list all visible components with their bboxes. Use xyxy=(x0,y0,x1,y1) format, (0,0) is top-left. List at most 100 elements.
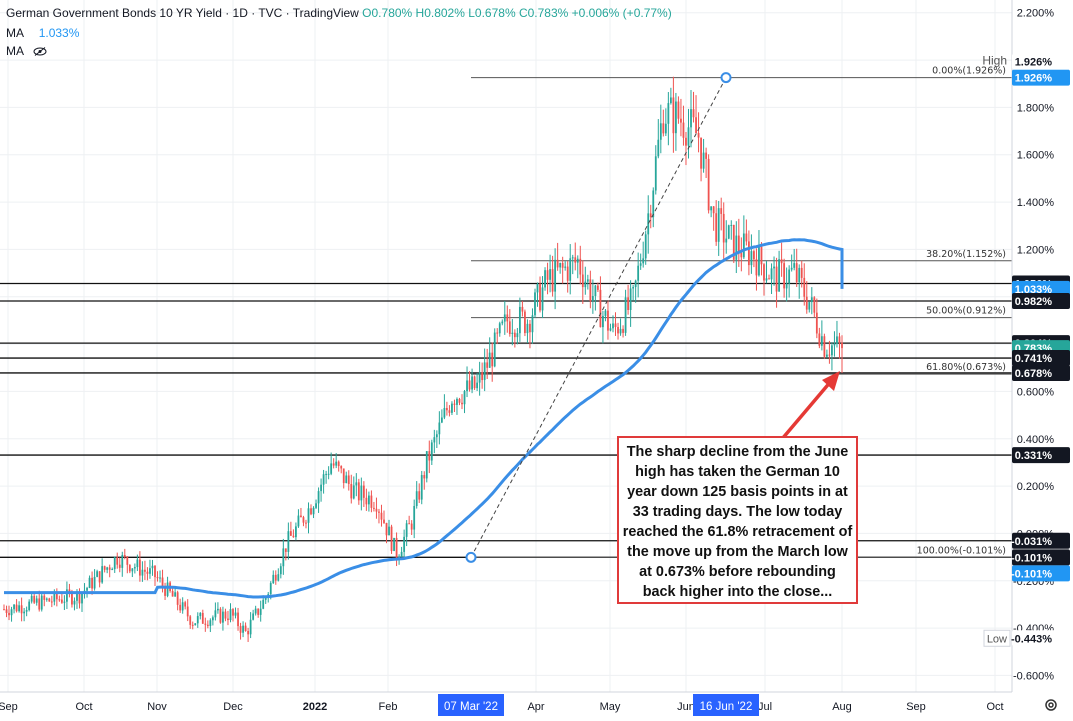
candle-body xyxy=(742,233,745,258)
candle-body xyxy=(680,118,682,123)
candle-body xyxy=(144,569,146,572)
candle-body xyxy=(360,485,363,501)
time-tick-label: Oct xyxy=(75,701,92,713)
candle-body xyxy=(430,442,433,461)
candle-body xyxy=(659,123,662,140)
candle-body xyxy=(697,133,700,138)
candle-body xyxy=(700,137,702,169)
candle-body xyxy=(727,225,730,239)
candle-body xyxy=(725,238,728,243)
candle-body xyxy=(337,461,340,467)
candle-body xyxy=(388,526,390,536)
time-marker-label: 07 Mar '22 xyxy=(444,701,498,713)
candle-body xyxy=(357,482,360,501)
candle-body xyxy=(352,485,355,499)
low-label: Low xyxy=(987,633,1007,645)
candle-body xyxy=(768,278,770,280)
candle-body xyxy=(315,503,317,508)
price-label-text: -0.101% xyxy=(1011,552,1052,564)
time-axis-bg xyxy=(0,692,1073,721)
candle-body xyxy=(184,602,187,607)
candle-body xyxy=(634,280,637,288)
settings-gear-icon[interactable] xyxy=(1043,697,1059,713)
price-label-text: 1.033% xyxy=(1015,284,1053,296)
candle-body xyxy=(370,495,373,508)
swing-low-point[interactable] xyxy=(465,551,477,563)
candle-body xyxy=(524,311,526,334)
candle-body xyxy=(45,598,48,600)
price-label-text: -0.443% xyxy=(1011,633,1052,645)
legend-ma-row[interactable]: MA 1.033% xyxy=(6,26,79,40)
candle-body xyxy=(332,463,335,466)
time-tick-label: Jun xyxy=(677,701,695,713)
candle-body xyxy=(33,595,36,603)
candle-body xyxy=(574,257,577,263)
candle-body xyxy=(632,287,635,289)
candle-body xyxy=(15,604,18,612)
candle-body xyxy=(297,515,300,527)
candle-body xyxy=(493,332,496,367)
candle-body xyxy=(576,258,579,263)
candle-body xyxy=(531,315,534,333)
candle-body xyxy=(282,548,285,567)
candle-body xyxy=(355,482,358,486)
candle-body xyxy=(410,523,413,530)
candle-body xyxy=(63,601,66,603)
candle-body xyxy=(775,266,778,292)
legend-ma2-row[interactable]: MA xyxy=(6,44,47,58)
time-axis[interactable]: Sep Oct Nov Dec 2022 Feb Apr May Jun Jul Aug Sep Oct… xyxy=(0,691,1073,721)
candle-body xyxy=(239,626,242,633)
candle-body xyxy=(800,267,803,278)
time-tick-label: Sep xyxy=(0,701,18,713)
candle-body xyxy=(516,333,519,338)
candle-body xyxy=(758,244,760,276)
candle-body xyxy=(232,609,234,616)
candle-body xyxy=(448,410,451,413)
candle-body xyxy=(300,515,302,518)
candle-body xyxy=(690,109,692,128)
candle-body xyxy=(544,270,546,288)
candle-body xyxy=(204,623,207,625)
candle-body xyxy=(50,601,53,603)
time-tick-label: Apr xyxy=(527,701,544,713)
candle-body xyxy=(116,557,119,565)
candle-body xyxy=(307,508,310,523)
candle-body xyxy=(159,577,161,579)
candle-body xyxy=(828,354,831,356)
candle-body xyxy=(780,259,783,264)
chart-title: German Government Bonds 10 YR Yield · 1D… xyxy=(6,6,359,20)
candle-body xyxy=(740,252,743,258)
candle-body xyxy=(378,511,380,513)
candle-body xyxy=(312,507,315,515)
candle-body xyxy=(405,523,408,537)
candle-body xyxy=(826,354,828,357)
candle-body xyxy=(222,611,224,623)
candle-body xyxy=(86,587,88,591)
candle-body xyxy=(833,343,836,346)
candle-body xyxy=(667,103,670,124)
candle-body xyxy=(710,206,713,211)
candle-body xyxy=(393,537,395,551)
candle-body xyxy=(730,224,733,226)
candle-body xyxy=(735,235,738,260)
candle-body xyxy=(317,491,320,504)
candle-body xyxy=(342,468,345,484)
candle-body xyxy=(322,474,325,485)
eye-slash-icon[interactable] xyxy=(33,47,47,57)
price-tick-label: 1.800% xyxy=(1017,102,1055,114)
candle-body xyxy=(783,263,786,289)
candle-body xyxy=(549,269,551,280)
candle-body xyxy=(642,258,645,264)
candle-body xyxy=(262,599,265,609)
candle-body xyxy=(604,310,607,316)
swing-high-point[interactable] xyxy=(720,72,732,84)
candle-body xyxy=(373,507,375,509)
candle-body xyxy=(778,259,780,292)
candle-body xyxy=(451,403,453,413)
candle-body xyxy=(43,595,46,600)
candle-body xyxy=(284,548,287,552)
candle-body xyxy=(481,372,484,381)
candle-body xyxy=(594,285,597,297)
price-axis[interactable]: 2.200% 1.800% 1.600% 1.400% 1.200% 0.600% 0.40… xyxy=(982,0,1073,721)
